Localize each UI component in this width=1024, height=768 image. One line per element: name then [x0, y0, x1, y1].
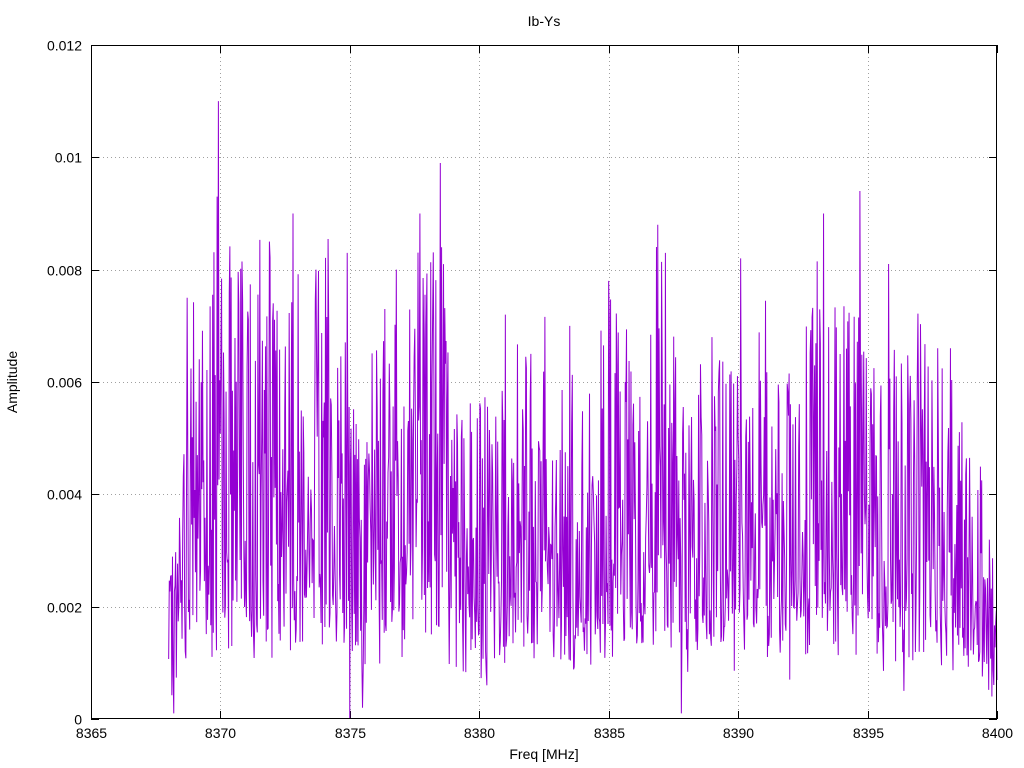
x-tick-label: 8395	[853, 725, 884, 741]
y-tick-label: 0.012	[47, 38, 82, 54]
y-tick-label: 0.01	[55, 150, 82, 166]
x-tick-label: 8375	[335, 725, 366, 741]
x-tick-label: 8400	[982, 725, 1013, 741]
x-tick-label: 8390	[723, 725, 754, 741]
x-tick-label: 8385	[594, 725, 625, 741]
x-tick-label: 8380	[464, 725, 495, 741]
y-axis-label: Amplitude	[4, 351, 20, 413]
series-line	[168, 101, 998, 720]
chart-title: Ib-Ys	[528, 13, 561, 29]
y-tick-label: 0.004	[47, 487, 82, 503]
x-tick-labels: 8365 8370 8375 8380 8385 8390 8395 8400	[76, 725, 1013, 741]
series-layer	[168, 101, 998, 720]
x-tick-label: 8365	[76, 725, 107, 741]
axis-ticks	[91, 45, 998, 720]
y-tick-labels: 0 0.002 0.004 0.006 0.008 0.01 0.012	[47, 38, 82, 728]
y-tick-label: 0.002	[47, 600, 82, 616]
y-tick-label: 0	[74, 712, 82, 728]
x-tick-label: 8370	[205, 725, 236, 741]
y-tick-label: 0.006	[47, 375, 82, 391]
plot-frame	[91, 45, 997, 719]
x-axis-label: Freq [MHz]	[509, 746, 578, 762]
y-tick-label: 0.008	[47, 263, 82, 279]
